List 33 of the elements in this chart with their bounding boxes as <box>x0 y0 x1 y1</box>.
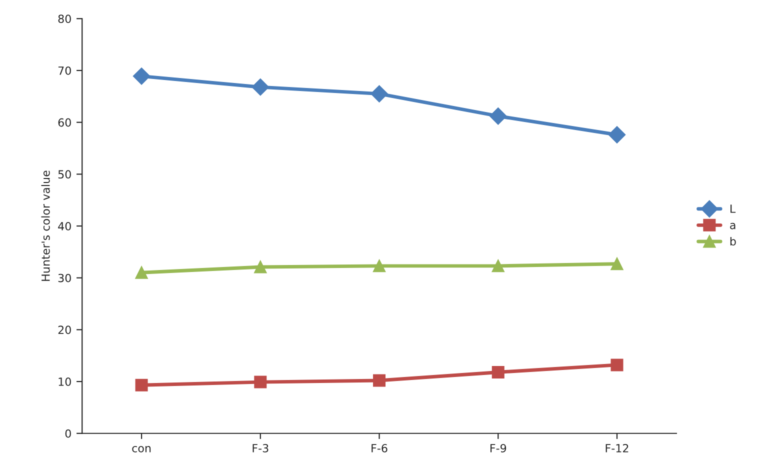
legend-label: a <box>730 222 736 230</box>
point <box>373 374 386 387</box>
y-tick-label: 40 <box>58 222 71 230</box>
point <box>492 366 504 378</box>
point <box>135 378 148 392</box>
y-tick-label: 30 <box>58 274 71 282</box>
legend-label: L <box>730 204 736 213</box>
point <box>490 108 507 125</box>
y-tick-label: 20 <box>58 326 71 334</box>
x-tick-label: F-9 <box>490 444 506 452</box>
y-tick-label: 0 <box>65 429 71 438</box>
y-tick-label: 80 <box>58 14 71 24</box>
x-tick-label: F-3 <box>252 444 268 452</box>
point <box>373 260 386 272</box>
point <box>492 260 504 272</box>
point <box>132 68 150 85</box>
point <box>254 260 267 274</box>
x-tick-label: con <box>132 446 151 452</box>
legend-label: b <box>730 236 736 246</box>
y-tick-label: 10 <box>58 378 71 386</box>
y-axis-title: Hunter's color value <box>41 170 50 281</box>
x-tick-label: F-12 <box>606 444 628 452</box>
point <box>254 376 267 388</box>
point <box>610 358 624 372</box>
y-tick-label: 50 <box>58 170 71 179</box>
x-tick-label: F-6 <box>372 444 388 452</box>
y-tick-label: 60 <box>58 118 71 127</box>
point <box>252 78 269 96</box>
point <box>608 126 626 144</box>
point <box>610 258 624 270</box>
point <box>370 85 388 102</box>
point <box>135 266 148 279</box>
y-tick-label: 70 <box>58 66 71 75</box>
